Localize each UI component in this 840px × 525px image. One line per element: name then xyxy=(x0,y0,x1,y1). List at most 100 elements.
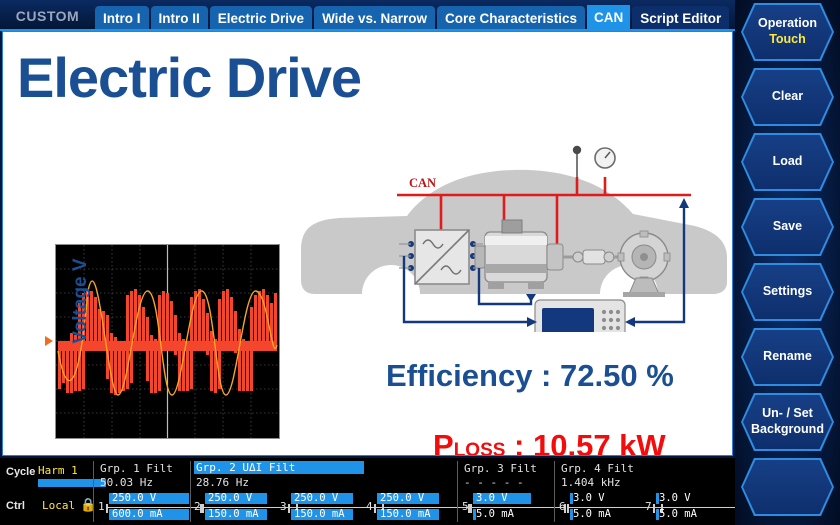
channel-6[interactable]: 6 3.0 V 5.0 mA xyxy=(559,492,663,522)
efficiency-value: 72.50 % xyxy=(560,358,674,393)
scope-display[interactable] xyxy=(55,244,280,439)
channel-7-number: 7 xyxy=(645,500,652,513)
can-bus-label: CAN xyxy=(409,176,436,190)
status-divider xyxy=(457,461,458,522)
channel-4-voltage: 250.0 V xyxy=(380,492,425,504)
softkey-empty[interactable] xyxy=(741,458,834,516)
tab-script-editor[interactable]: Script Editor xyxy=(632,6,730,31)
scope-cursor-marker-icon xyxy=(45,336,53,346)
channel-1-number: 1 xyxy=(98,500,105,513)
group-1-frequency: 50.03 Hz xyxy=(100,476,153,489)
softkey-sidebar: Operation Touch Clear Load Save Settings… xyxy=(735,0,840,525)
channel-5-number: 5 xyxy=(462,500,469,513)
channel-4-current: 150.0 mA xyxy=(380,508,431,520)
ctrl-value[interactable]: Local xyxy=(42,499,76,512)
channel-3-number: 3 xyxy=(280,500,287,513)
vehicle-diagram: CAN xyxy=(299,132,729,332)
channel-6-current: 5.0 mA xyxy=(573,508,611,520)
channel-1-bottom-bar xyxy=(109,509,189,520)
tab-core-characteristics[interactable]: Core Characteristics xyxy=(436,6,586,31)
channel-4-top-bar xyxy=(377,493,439,504)
tab-bar-underline xyxy=(0,29,735,31)
status-divider xyxy=(93,461,94,522)
status-divider xyxy=(554,461,555,522)
ploss-subscript: LOSS xyxy=(453,440,506,456)
channel-2-top-bar xyxy=(205,493,267,504)
channel-1-voltage: 250.0 V xyxy=(112,492,157,504)
channel-6-top-bar xyxy=(570,493,573,504)
channel-4[interactable]: 4 250.0 V 150.0 mA xyxy=(366,492,470,522)
channel-7-voltage: 3.0 V xyxy=(659,492,691,504)
ploss-separator: : xyxy=(505,428,533,456)
cycle-label: Cycle xyxy=(6,466,36,478)
tab-intro-1[interactable]: Intro I xyxy=(95,6,149,31)
channel-6-voltage: 3.0 V xyxy=(573,492,605,504)
channel-2-number: 2 xyxy=(194,500,201,513)
channel-1[interactable]: 1 250.0 V 600.0 mA xyxy=(98,492,202,522)
channel-2-current: 150.0 mA xyxy=(208,508,259,520)
softkey-save[interactable]: Save xyxy=(741,198,834,256)
channel-3-bottom-bar xyxy=(291,509,353,520)
channel-3[interactable]: 3 250.0 V 150.0 mA xyxy=(280,492,384,522)
channel-1-top-bar xyxy=(109,493,189,504)
sensor-icons xyxy=(572,145,616,177)
softkey-clear[interactable]: Clear xyxy=(741,68,834,126)
group-2-block: Grp. 2 UΔI Filt 28.76 Hz xyxy=(194,458,366,525)
tab-can[interactable]: CAN xyxy=(587,5,631,31)
channel-5-top-bar xyxy=(473,493,531,504)
softkey-settings[interactable]: Settings xyxy=(741,263,834,321)
softkey-clear-label: Clear xyxy=(771,89,804,104)
ctrl-label: Ctrl xyxy=(6,500,25,512)
softkey-save-label: Save xyxy=(772,219,803,234)
group-3-frequency: - - - - - xyxy=(464,476,524,489)
scope-caption: VFD Output xyxy=(113,452,235,455)
content-panel: Electric Drive CAN xyxy=(2,31,733,456)
tab-wide-vs-narrow[interactable]: Wide vs. Narrow xyxy=(314,6,435,31)
motor-icon xyxy=(474,219,564,289)
status-divider xyxy=(190,461,191,522)
custom-label: CUSTOM xyxy=(15,8,80,24)
group-4-frequency: 1.404 kHz xyxy=(561,476,621,489)
group-1-block: Grp. 1 Filt 50.03 Hz xyxy=(98,458,186,525)
softkey-unset-background[interactable]: Un- / Set Background xyxy=(741,393,834,451)
efficiency-label: Efficiency : xyxy=(386,358,560,393)
channel-2[interactable]: 2 250.0 V 150.0 mA xyxy=(194,492,298,522)
group-4-header: Grp. 4 Filt xyxy=(561,462,634,475)
softkey-load-label: Load xyxy=(772,154,803,169)
scope-widget[interactable]: Voltage V xyxy=(55,244,280,439)
tab-electric-drive[interactable]: Electric Drive xyxy=(209,6,313,31)
softkey-load[interactable]: Load xyxy=(741,133,834,191)
channel-7-top-bar xyxy=(656,493,659,504)
channel-2-bottom-bar xyxy=(205,509,267,520)
channel-1-current: 600.0 mA xyxy=(112,508,163,520)
cycle-value[interactable]: Harm 1 xyxy=(38,464,78,477)
cycle-ctrl-block: Cycle Harm 1 Ctrl Local 🔒 xyxy=(4,458,106,525)
group-2-frequency: 28.76 Hz xyxy=(196,476,249,489)
channel-3-current: 150.0 mA xyxy=(294,508,345,520)
softkey-operation-label: Operation xyxy=(757,16,818,31)
softkey-operation[interactable]: Operation Touch xyxy=(741,3,834,61)
dynamometer-icon xyxy=(617,230,671,297)
channel-7[interactable]: 7 3.0 V 5.0 mA xyxy=(645,492,749,522)
lock-icon[interactable]: 🔒 xyxy=(80,498,97,513)
channel-3-top-bar xyxy=(291,493,353,504)
tab-intro-2[interactable]: Intro II xyxy=(150,6,208,31)
ploss-label: P xyxy=(433,428,454,456)
channel-4-number: 4 xyxy=(366,500,373,513)
group-2-header[interactable]: Grp. 2 UΔI Filt xyxy=(194,461,364,474)
channel-5-bottom-bar xyxy=(473,509,476,520)
channel-5-voltage: 3.0 V xyxy=(476,492,508,504)
softkey-rename[interactable]: Rename xyxy=(741,328,834,386)
group-4-block: Grp. 4 Filt 1.404 kHz xyxy=(559,458,647,525)
channel-7-current: 5.0 mA xyxy=(659,508,697,520)
softkey-settings-label: Settings xyxy=(762,284,813,299)
channel-2-voltage: 250.0 V xyxy=(208,492,253,504)
cycle-bar xyxy=(38,479,106,487)
group-3-header: Grp. 3 Filt xyxy=(464,462,537,475)
channel-5[interactable]: 5 3.0 V 5.0 mA xyxy=(462,492,566,522)
power-loss-readout: PLOSS : 10.57 kW xyxy=(433,428,666,456)
channel-4-bottom-bar xyxy=(377,509,439,520)
shaft-coupling-icon xyxy=(563,249,623,265)
page-title: Electric Drive xyxy=(17,46,362,109)
